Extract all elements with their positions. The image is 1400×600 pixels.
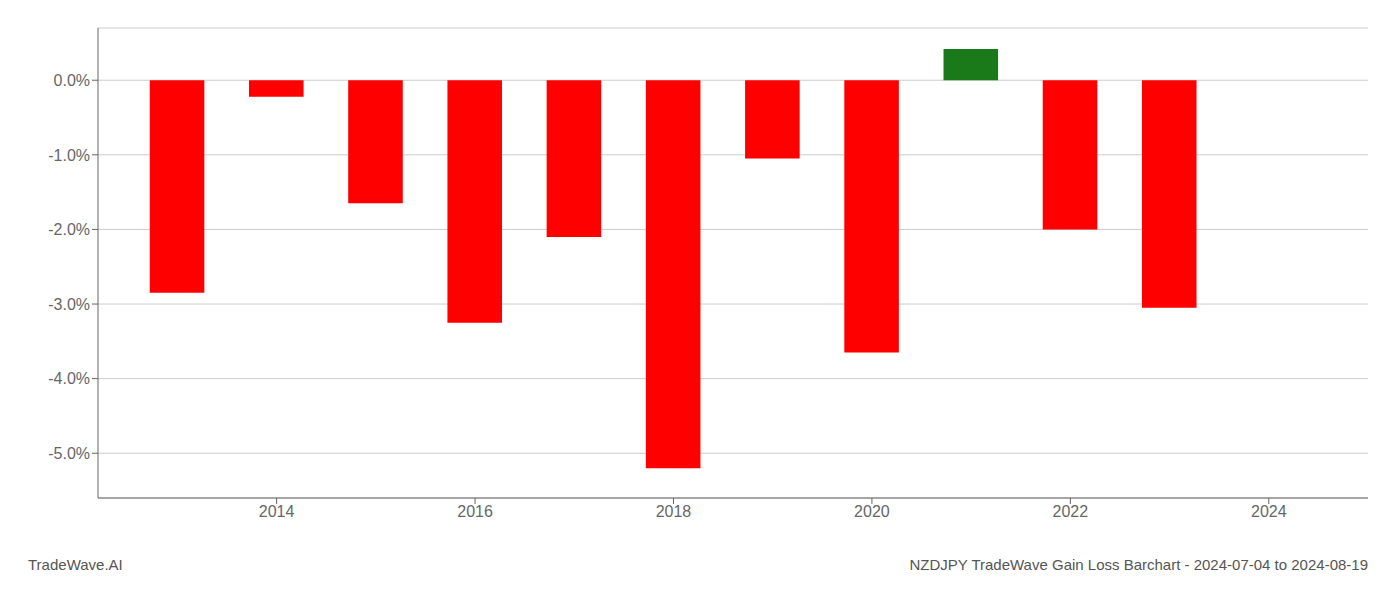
svg-text:2020: 2020	[854, 503, 890, 520]
svg-text:2022: 2022	[1053, 503, 1089, 520]
svg-text:-3.0%: -3.0%	[48, 296, 90, 313]
svg-text:2024: 2024	[1251, 503, 1287, 520]
svg-text:-5.0%: -5.0%	[48, 445, 90, 462]
svg-text:0.0%: 0.0%	[54, 72, 90, 89]
svg-text:-4.0%: -4.0%	[48, 370, 90, 387]
html-text:TradeWave.AI: TradeWave.AI	[28, 556, 123, 573]
svg-text:-2.0%: -2.0%	[48, 221, 90, 238]
svg-text:-1.0%: -1.0%	[48, 147, 90, 164]
html-text:NZDJPY TradeWave Gain Loss Bar: NZDJPY TradeWave Gain Loss Barchart - 20…	[909, 556, 1368, 573]
svg-text:2018: 2018	[656, 503, 692, 520]
svg-text:2014: 2014	[259, 503, 295, 520]
svg-text:2016: 2016	[457, 503, 493, 520]
